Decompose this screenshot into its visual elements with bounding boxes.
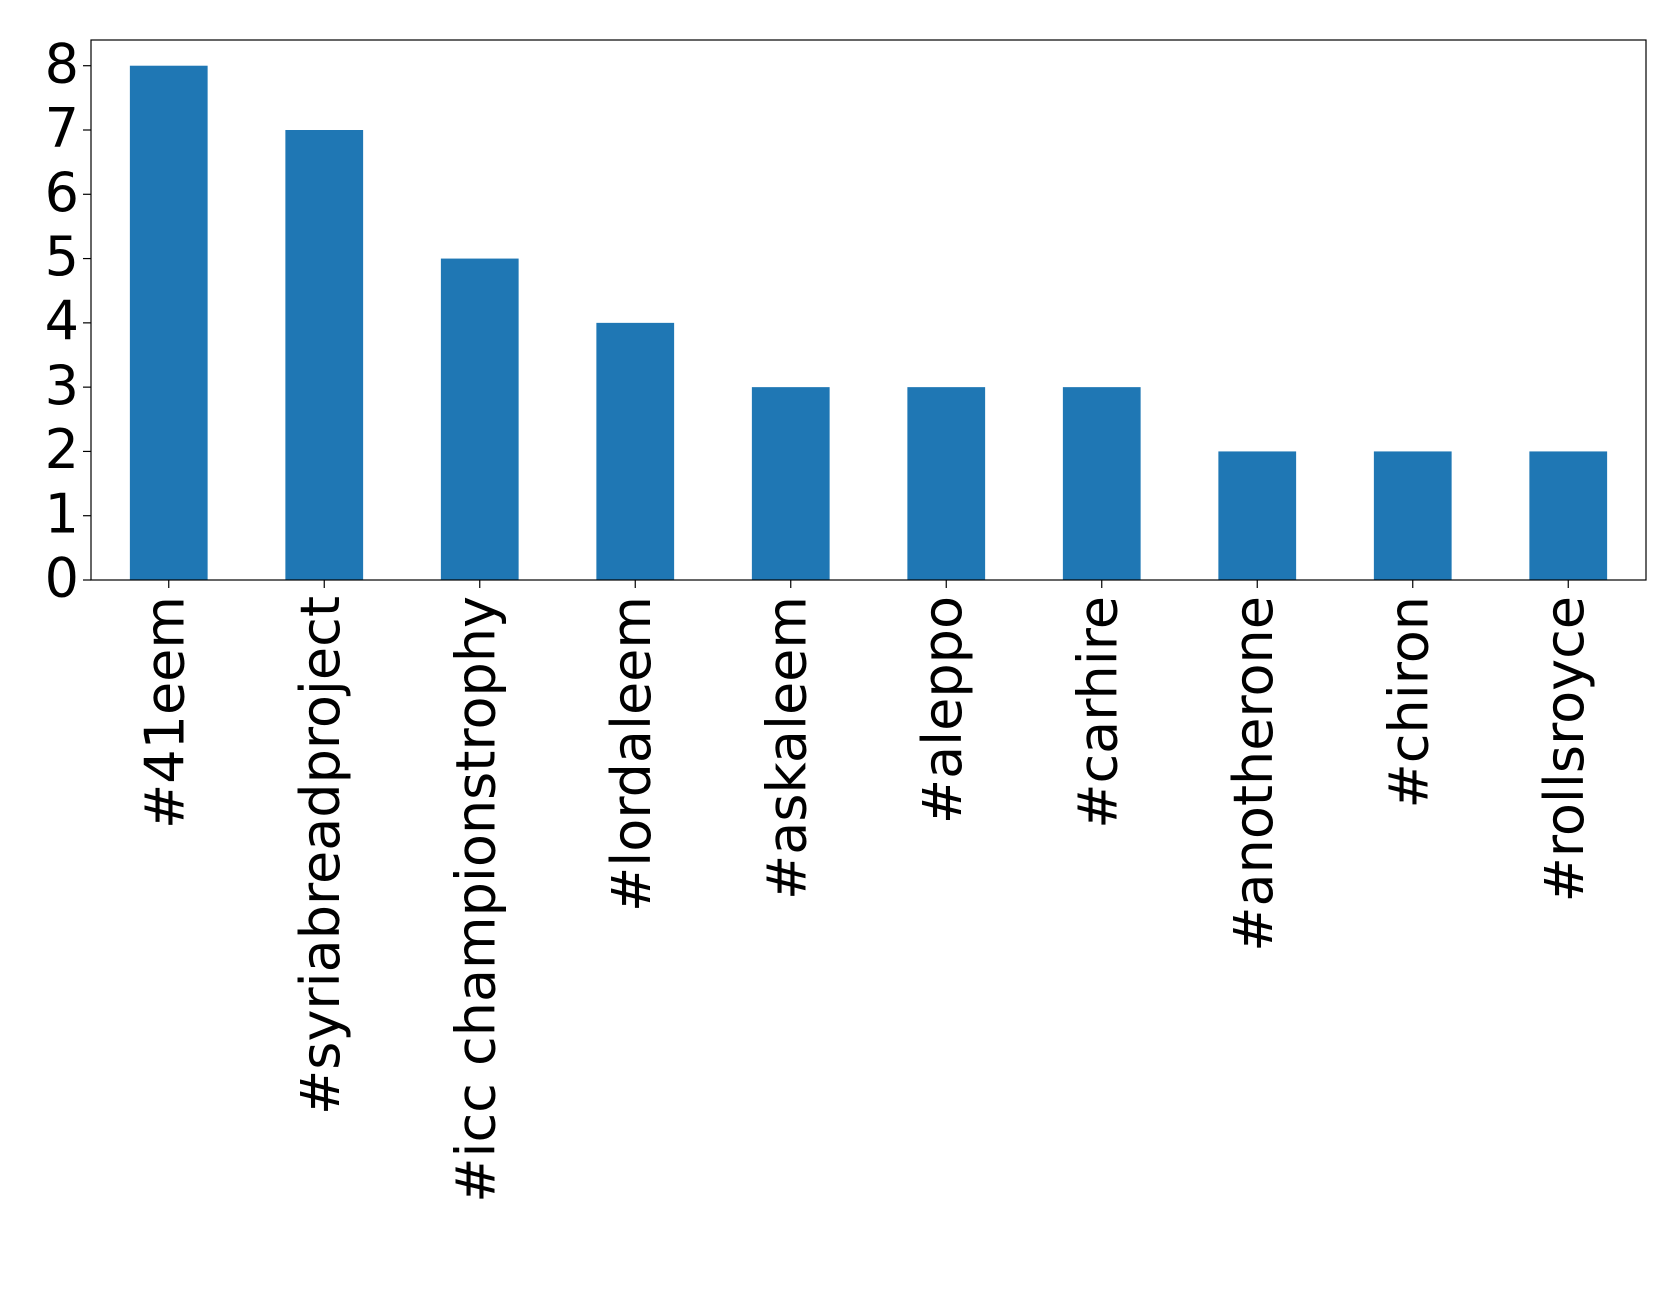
bar [1218,451,1297,580]
bar [1373,451,1452,580]
x-tick-label: #rollsroyce [1533,596,1596,902]
bar [440,258,519,580]
bar [907,387,986,580]
x-tick-label: #aleppo [911,596,974,824]
y-tick-label: 8 [45,32,79,95]
bar [285,130,364,580]
bar [129,65,208,580]
bar [1529,451,1608,580]
x-tick-label: #anotherone [1222,596,1285,952]
y-tick-label: 7 [45,97,79,160]
y-tick-label: 0 [45,547,79,610]
x-tick-label: #askaleem [755,596,818,900]
y-tick-label: 6 [45,161,79,224]
x-tick-label: #41eem [133,596,196,829]
x-tick-label: #chiron [1377,596,1440,808]
x-tick-label: #icc championstrophy [444,596,507,1203]
bar [596,322,675,580]
y-tick-label: 4 [45,289,79,352]
x-tick-label: #carhire [1066,596,1129,829]
bar [751,387,830,580]
bar [1062,387,1141,580]
axes-frame [90,39,1647,581]
x-tick-label: #syriabreadproject [289,596,352,1115]
y-tick-label: 5 [45,225,79,288]
x-tick-label: #lordaleem [600,596,663,912]
y-tick-label: 2 [45,418,79,481]
y-tick-label: 3 [45,354,79,417]
y-tick-label: 1 [45,482,79,545]
